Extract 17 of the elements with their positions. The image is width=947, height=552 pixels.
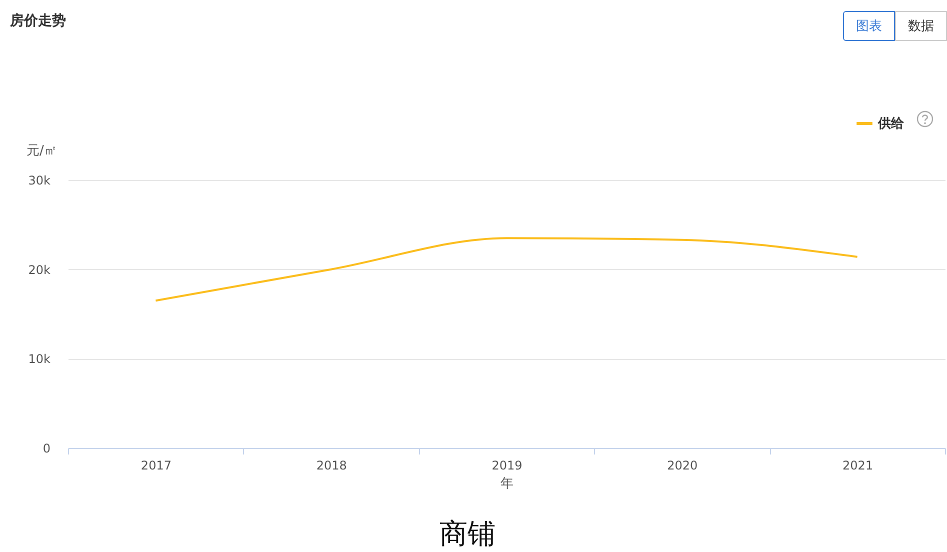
x-tick-label: 2019 — [492, 458, 522, 472]
x-tick-label: 2020 — [667, 458, 698, 472]
text: 数据 — [895, 11, 947, 41]
text: 图表 — [843, 11, 895, 41]
y-tick-label: 10k — [28, 352, 51, 366]
x-tick-label: 2021 — [842, 458, 874, 472]
y-tick-label: 0 — [42, 442, 50, 456]
y-axis-title: 元/㎡ — [26, 144, 57, 158]
x-axis-title: 年 — [500, 476, 514, 492]
text: 商铺 — [438, 518, 496, 552]
y-tick-label: 20k — [28, 262, 51, 277]
legend-label: 供给 — [877, 116, 905, 132]
chart-title: 房价走势 — [10, 12, 66, 30]
y-tick-label: 30k — [28, 174, 51, 188]
x-tick-label: 2017 — [140, 458, 172, 472]
x-tick-label: 2018 — [316, 458, 347, 472]
line-series — [154, 237, 858, 302]
